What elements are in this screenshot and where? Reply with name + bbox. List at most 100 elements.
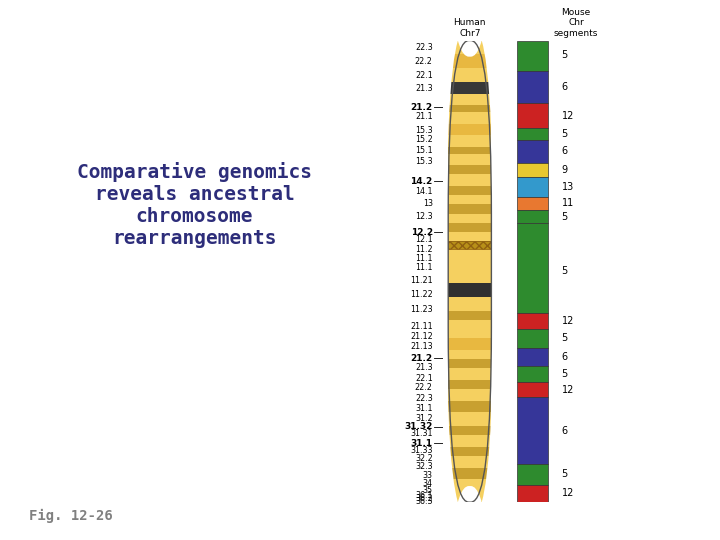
Text: 6: 6 <box>562 352 568 362</box>
Bar <box>448 40 491 55</box>
Text: Fig. 12-26: Fig. 12-26 <box>29 509 112 523</box>
Bar <box>448 297 491 310</box>
Text: 31.1: 31.1 <box>415 404 433 414</box>
Bar <box>517 128 549 140</box>
Bar <box>517 397 549 464</box>
Text: 22.3: 22.3 <box>415 43 433 52</box>
Text: 22.1: 22.1 <box>415 71 433 79</box>
Bar <box>448 55 491 68</box>
Text: 31.1: 31.1 <box>410 438 433 448</box>
Bar <box>448 260 491 269</box>
Bar <box>448 249 491 260</box>
Bar <box>448 165 491 174</box>
Text: 6: 6 <box>562 82 568 92</box>
Bar <box>448 195 491 205</box>
Text: 11: 11 <box>562 199 574 208</box>
Bar <box>448 135 491 147</box>
Bar <box>517 103 549 128</box>
Bar <box>448 380 491 389</box>
Text: 32.2: 32.2 <box>415 454 433 463</box>
Text: 21.11: 21.11 <box>410 322 433 331</box>
Text: 5: 5 <box>562 266 568 276</box>
Bar <box>448 214 491 223</box>
Bar <box>448 412 491 426</box>
Text: 22.1: 22.1 <box>415 374 433 383</box>
Bar <box>448 232 491 241</box>
Text: 14.1: 14.1 <box>415 187 433 197</box>
Bar <box>448 223 491 232</box>
Text: 11.21: 11.21 <box>410 276 433 285</box>
Text: 35: 35 <box>423 486 433 495</box>
Bar <box>448 283 491 297</box>
Bar <box>448 338 491 350</box>
Text: 13: 13 <box>423 199 433 207</box>
Bar <box>448 205 491 214</box>
Text: 11.1: 11.1 <box>415 254 433 263</box>
Bar <box>448 124 491 135</box>
Text: 5: 5 <box>562 333 568 343</box>
Bar <box>448 241 491 249</box>
Text: 9: 9 <box>562 165 568 175</box>
Text: 12: 12 <box>562 384 574 395</box>
Bar <box>448 389 491 401</box>
Bar <box>517 464 549 485</box>
Bar <box>517 177 549 197</box>
Text: Comparative genomics
reveals ancestral
chromosome
rearrangements: Comparative genomics reveals ancestral c… <box>77 162 312 248</box>
Text: 31.33: 31.33 <box>410 446 433 455</box>
Bar <box>448 435 491 447</box>
Bar <box>517 140 549 163</box>
Bar <box>448 468 491 479</box>
Text: 21.12: 21.12 <box>410 333 433 341</box>
Bar <box>448 350 491 359</box>
Text: 21.13: 21.13 <box>410 342 433 350</box>
Bar <box>448 491 491 502</box>
Bar <box>448 310 491 320</box>
Bar <box>517 197 549 211</box>
Bar <box>517 211 549 223</box>
Text: 36.1: 36.1 <box>415 491 433 500</box>
Bar <box>517 313 549 329</box>
Text: 36.2: 36.2 <box>415 495 433 503</box>
Bar <box>517 366 549 382</box>
Text: 31.32: 31.32 <box>405 422 433 431</box>
Text: 22.2: 22.2 <box>415 57 433 66</box>
Text: 33: 33 <box>423 471 433 480</box>
Bar <box>517 163 549 177</box>
Text: 12: 12 <box>562 488 574 498</box>
Text: 11.22: 11.22 <box>410 290 433 299</box>
Bar <box>448 174 491 186</box>
Text: 12.1: 12.1 <box>415 235 433 245</box>
Text: 12.2: 12.2 <box>410 227 433 237</box>
Text: 11.2: 11.2 <box>415 245 433 254</box>
Bar <box>448 479 491 491</box>
Text: 21.2: 21.2 <box>410 354 433 363</box>
Bar <box>448 368 491 380</box>
Text: 5: 5 <box>562 212 568 222</box>
Bar <box>448 401 491 412</box>
Bar <box>517 40 549 71</box>
Bar <box>517 223 549 313</box>
Text: 32.3: 32.3 <box>415 462 433 471</box>
Bar <box>448 82 491 93</box>
Text: 5: 5 <box>562 469 568 480</box>
Bar <box>448 112 491 124</box>
Bar <box>448 426 491 435</box>
Bar <box>448 320 491 329</box>
Text: 21.3: 21.3 <box>415 363 433 372</box>
Text: 14.2: 14.2 <box>410 177 433 186</box>
Text: 12.3: 12.3 <box>415 212 433 221</box>
Text: 22.2: 22.2 <box>415 383 433 392</box>
Bar <box>448 359 491 368</box>
Text: 21.2: 21.2 <box>410 103 433 112</box>
Text: 15.3: 15.3 <box>415 126 433 135</box>
Text: 31.2: 31.2 <box>415 414 433 423</box>
Bar <box>448 269 491 283</box>
Text: 22.3: 22.3 <box>415 394 433 403</box>
FancyBboxPatch shape <box>447 334 492 540</box>
Bar <box>448 93 491 105</box>
Text: 5: 5 <box>562 369 568 379</box>
Bar <box>448 105 491 112</box>
Bar <box>448 68 491 82</box>
Bar <box>448 447 491 456</box>
Bar <box>517 71 549 103</box>
